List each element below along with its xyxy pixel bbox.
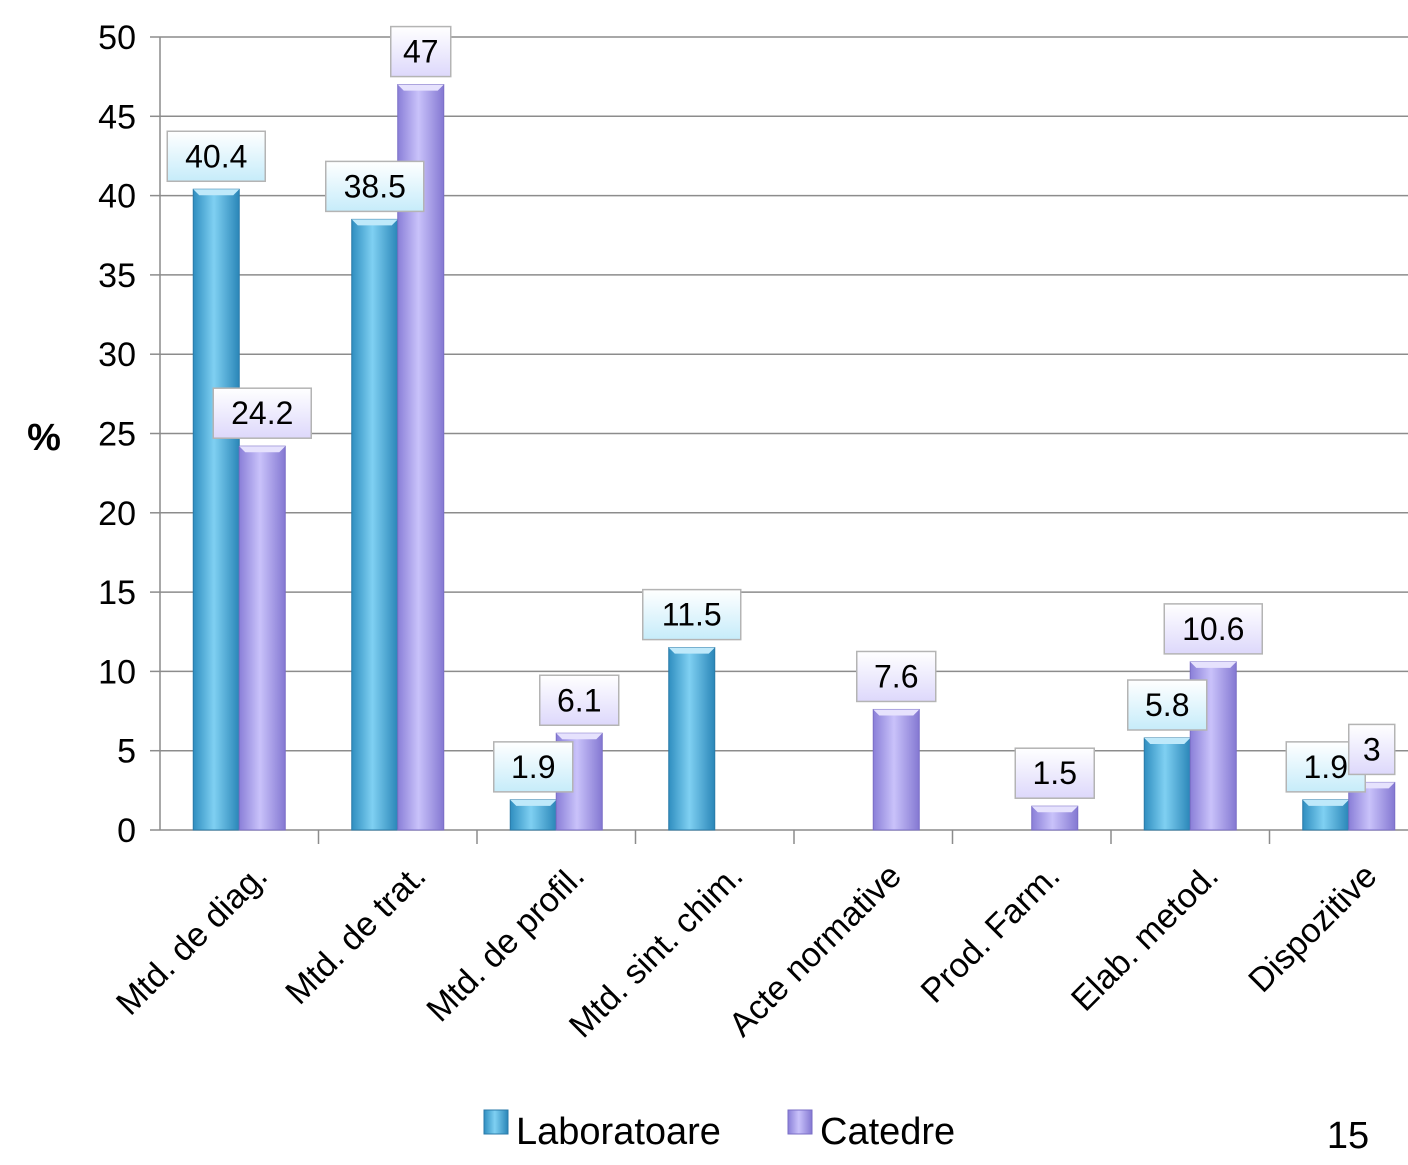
data-labels: 40.4 38.5 1.9 11.5 5.8 1.9 24.2 47 6.1 7.6 1.5 10.6…	[166, 25, 1396, 799]
data-label-box	[1127, 679, 1208, 731]
data-label-catedre-6: 10.6	[1182, 611, 1244, 647]
data-label-laboratoare-7: 1.9	[1304, 749, 1348, 785]
x-category-label: Dispozitive	[1241, 857, 1384, 1000]
bar-bevel	[397, 84, 444, 91]
y-tick-label: 0	[117, 812, 136, 850]
bar-bevel	[668, 647, 715, 654]
data-label-laboratoare-2: 1.9	[511, 749, 555, 785]
y-tick-label: 50	[98, 19, 136, 57]
data-label-box	[642, 588, 742, 641]
data-label-laboratoare-1: 38.5	[344, 168, 406, 204]
y-tick-label: 15	[98, 574, 136, 612]
bar-bevel	[1031, 806, 1078, 813]
y-tick-label: 20	[98, 495, 136, 533]
y-tick-label: 35	[98, 257, 136, 295]
bar-bevel	[556, 733, 603, 740]
bar-bevel	[873, 709, 920, 716]
data-label-laboratoare-0: 40.4	[185, 138, 247, 174]
data-label-catedre-5: 1.5	[1033, 755, 1077, 791]
data-label-box	[493, 741, 574, 793]
y-tick-label: 10	[98, 653, 136, 691]
bar-bevel	[1144, 738, 1191, 745]
data-label-box	[856, 650, 937, 703]
data-label-catedre-2: 6.1	[557, 682, 601, 718]
y-axis-title: %	[27, 417, 61, 459]
data-label-catedre-0: 24.2	[231, 395, 293, 431]
legend: Laboratoare Catedre	[483, 1109, 955, 1153]
bar-laboratoare-3	[668, 647, 716, 831]
data-label-laboratoare-3: 11.5	[662, 597, 722, 633]
data-label-box	[390, 25, 452, 78]
bar-catedre-4	[872, 708, 920, 831]
bar-laboratoare-0	[192, 188, 240, 831]
bars	[192, 84, 1396, 831]
data-label-box	[166, 130, 266, 183]
y-tick-label: 30	[98, 336, 136, 374]
bar-catedre-0	[238, 445, 286, 831]
legend-label-catedre: Catedre	[820, 1111, 955, 1153]
y-tick-label: 25	[98, 416, 136, 454]
y-tick-label: 40	[98, 178, 136, 216]
data-label-laboratoare-6: 5.8	[1145, 687, 1189, 723]
y-tick-label: 45	[98, 98, 136, 136]
x-category-label: Mtd. de profil.	[419, 857, 592, 1030]
x-category-label: Mtd. de trat.	[278, 857, 433, 1012]
bar-bevel	[239, 446, 286, 453]
data-label-box	[212, 387, 312, 439]
data-label-catedre-4: 7.6	[874, 658, 918, 694]
y-tick-label: 5	[117, 733, 136, 771]
page-number: 15	[1327, 1115, 1369, 1157]
x-category-label: Prod. Farm.	[914, 857, 1068, 1011]
bar-bevel	[510, 799, 557, 806]
x-category-label: Acte normative	[722, 857, 909, 1044]
bar-laboratoare-1	[351, 218, 399, 831]
data-label-box	[1014, 747, 1095, 799]
bar-bevel	[1302, 799, 1349, 806]
bar-laboratoare-6	[1143, 737, 1191, 831]
data-label-box	[325, 160, 425, 213]
legend-swatch-laboratoare	[483, 1109, 509, 1135]
data-label-catedre-7: 3	[1363, 731, 1381, 767]
legend-label-laboratoare: Laboratoare	[516, 1111, 721, 1153]
data-label-box	[1163, 603, 1263, 655]
bar-bevel	[1190, 661, 1237, 668]
bar-bevel	[351, 219, 398, 226]
data-label-catedre-1: 47	[403, 34, 439, 70]
bar-bevel	[193, 189, 240, 196]
legend-swatch-catedre	[787, 1109, 813, 1135]
x-category-label: Elab. metod.	[1064, 857, 1226, 1019]
data-label-box	[1348, 723, 1396, 776]
x-category-label: Mtd. de diag.	[109, 857, 275, 1023]
data-label-box	[539, 674, 620, 727]
